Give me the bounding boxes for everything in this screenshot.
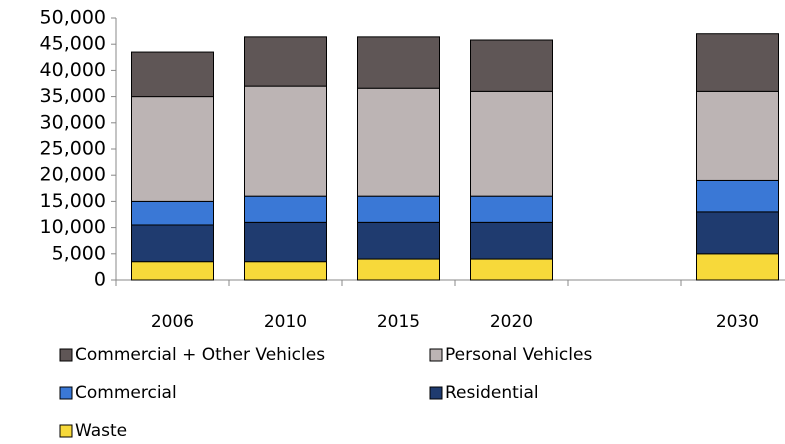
bar-segment xyxy=(470,39,553,92)
y-tick-label: 5,000 xyxy=(52,242,106,264)
y-tick-label: 10,000 xyxy=(40,216,106,238)
x-tick-label: 2015 xyxy=(377,312,420,332)
y-tick-label: 35,000 xyxy=(40,85,106,107)
x-tick-label: 2010 xyxy=(264,312,307,332)
bar-segment xyxy=(131,96,214,202)
y-tick-label: 45,000 xyxy=(40,33,106,55)
y-tick-label: 15,000 xyxy=(40,190,106,212)
bar-segment xyxy=(696,90,779,181)
y-tick-label: 25,000 xyxy=(40,138,106,160)
legend-label: Residential xyxy=(445,383,539,403)
bar-segment xyxy=(696,179,779,213)
legend-swatch xyxy=(429,348,443,362)
bar-segment xyxy=(470,195,553,223)
bar-segment xyxy=(696,211,779,255)
legend-swatch xyxy=(429,386,443,400)
bar-segment xyxy=(131,200,214,226)
bar-segment xyxy=(131,224,214,263)
legend-swatch xyxy=(59,386,73,400)
bar-segment xyxy=(357,221,440,260)
bar-segment xyxy=(131,51,214,98)
bar-segment xyxy=(357,258,440,281)
bar-segment xyxy=(244,36,327,87)
legend-label: Waste xyxy=(75,421,127,441)
x-tick-label: 2006 xyxy=(151,312,194,332)
bar-segment xyxy=(696,253,779,281)
y-tick-label: 40,000 xyxy=(40,59,106,81)
bar-segment xyxy=(696,33,779,92)
bar-segment xyxy=(357,36,440,89)
bar-segment xyxy=(470,258,553,281)
x-tick-label: 2030 xyxy=(716,312,759,332)
y-tick-label: 30,000 xyxy=(40,111,106,133)
y-tick-label: 50,000 xyxy=(40,7,106,29)
bar-segment xyxy=(357,195,440,223)
bar-segment xyxy=(357,87,440,197)
legend-swatch xyxy=(59,348,73,362)
bar-segment xyxy=(244,85,327,197)
bar-segment xyxy=(244,221,327,263)
bar-segment xyxy=(470,221,553,260)
bar-segment xyxy=(470,90,553,197)
bar-segment xyxy=(244,195,327,223)
legend-label: Commercial xyxy=(75,383,177,403)
bar-segment xyxy=(131,261,214,281)
legend-label: Personal Vehicles xyxy=(445,345,592,365)
legend-label: Commercial + Other Vehicles xyxy=(75,345,325,365)
y-tick-label: 0 xyxy=(94,269,106,291)
legend-swatch xyxy=(59,424,73,438)
x-tick-label: 2020 xyxy=(490,312,533,332)
y-tick-label: 20,000 xyxy=(40,164,106,186)
bar-segment xyxy=(244,261,327,281)
